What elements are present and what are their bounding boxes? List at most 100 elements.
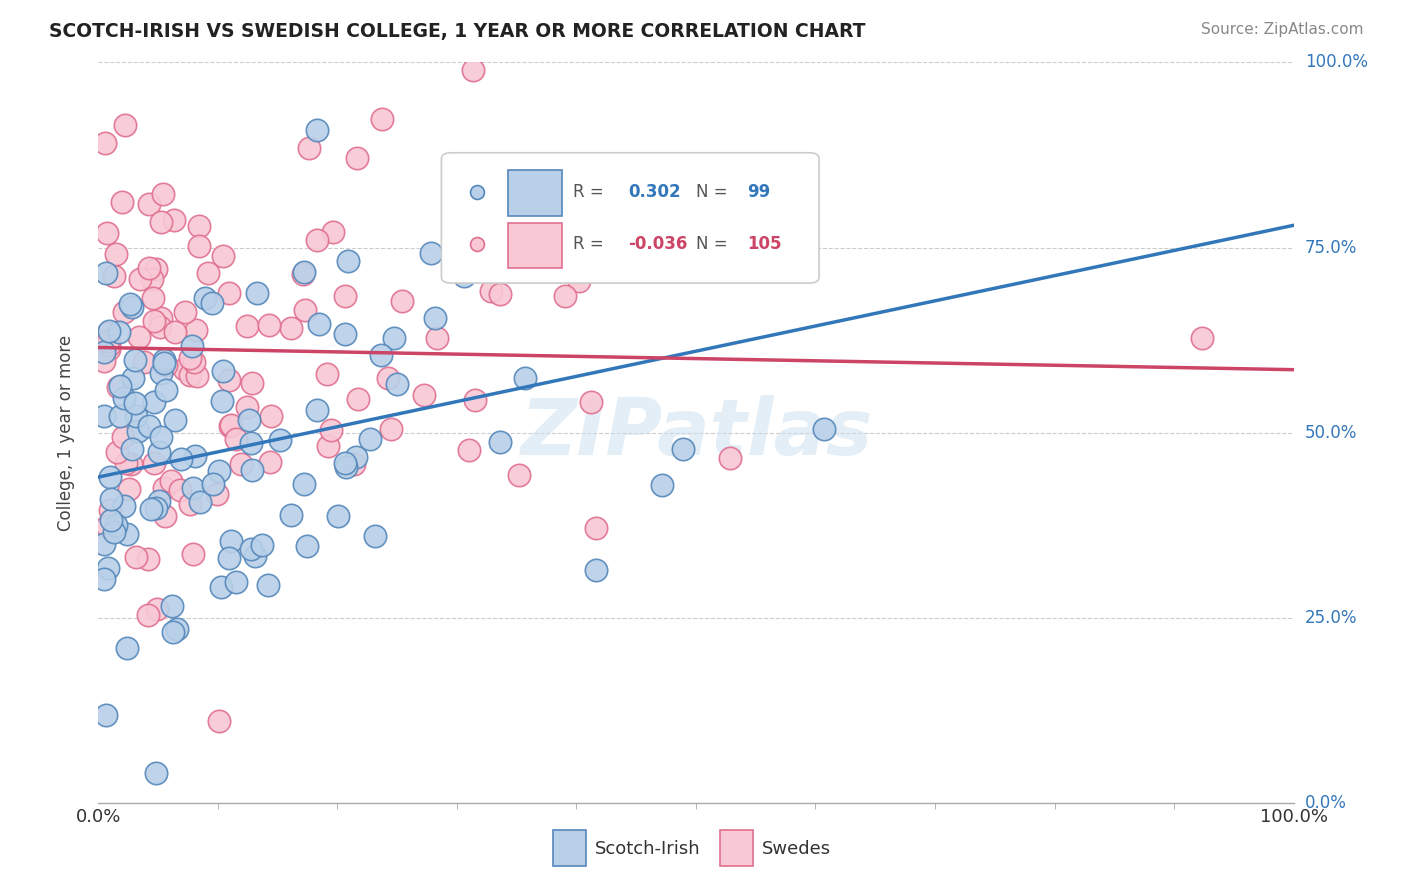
Point [219, 418, 242, 433]
Point [103, 525, 125, 540]
Point [96, 227, 118, 241]
Point [129, 272, 152, 286]
Point [453, 268, 475, 283]
Point [138, 260, 160, 275]
Point [155, 383, 177, 397]
Point [179, 368, 201, 383]
Point [229, 457, 252, 471]
Point [205, 487, 228, 501]
Point [316, 367, 339, 381]
Point [146, 602, 169, 616]
Point [149, 366, 172, 380]
Point [212, 364, 235, 378]
Point [344, 450, 367, 464]
Point [239, 542, 262, 557]
Text: 25.0%: 25.0% [1305, 608, 1357, 627]
Point [218, 373, 240, 387]
Point [111, 430, 134, 444]
Point [333, 289, 356, 303]
Point [155, 358, 177, 372]
Point [225, 432, 247, 446]
Point [153, 508, 176, 523]
Point [585, 521, 607, 535]
Point [188, 219, 211, 233]
Y-axis label: College, 1 year or more: College, 1 year or more [56, 334, 75, 531]
Text: R =: R = [572, 235, 609, 253]
Text: N =: N = [696, 235, 733, 253]
Point [162, 599, 184, 614]
Point [489, 435, 512, 450]
Point [188, 239, 211, 253]
Point [115, 527, 138, 541]
Point [115, 641, 138, 656]
Point [333, 326, 356, 341]
Point [464, 226, 486, 240]
Point [112, 305, 135, 319]
Point [382, 331, 405, 345]
Point [465, 185, 488, 199]
Point [322, 225, 344, 239]
Text: 0.302: 0.302 [628, 183, 681, 201]
Point [152, 186, 174, 201]
Point [118, 482, 141, 496]
Point [149, 430, 172, 444]
Point [364, 529, 387, 543]
FancyBboxPatch shape [509, 222, 562, 268]
Point [93, 345, 115, 359]
Point [141, 502, 163, 516]
Point [337, 253, 360, 268]
Point [673, 210, 696, 224]
Point [218, 285, 240, 300]
Point [585, 564, 607, 578]
Text: 99: 99 [748, 183, 770, 201]
Point [96, 334, 118, 348]
Point [260, 409, 283, 424]
Point [219, 418, 242, 433]
Point [479, 284, 502, 298]
Point [335, 457, 357, 471]
Point [208, 464, 231, 478]
Point [180, 339, 202, 353]
Point [149, 320, 172, 334]
Point [359, 432, 381, 446]
Point [240, 463, 263, 477]
Point [103, 269, 125, 284]
Text: 75.0%: 75.0% [1305, 238, 1357, 257]
FancyBboxPatch shape [441, 153, 820, 283]
Point [377, 371, 399, 385]
Point [370, 348, 392, 362]
Point [134, 354, 156, 368]
Point [508, 467, 530, 482]
Point [387, 376, 409, 391]
Point [150, 310, 173, 325]
Text: Swedes: Swedes [762, 839, 831, 858]
Point [225, 574, 247, 589]
Text: 0.0%: 0.0% [1305, 794, 1347, 812]
Point [93, 354, 115, 368]
Point [93, 572, 115, 586]
Point [346, 151, 368, 165]
Point [162, 625, 184, 640]
Point [259, 455, 281, 469]
Point [125, 550, 148, 565]
Point [142, 291, 165, 305]
Point [219, 534, 242, 549]
Point [420, 246, 443, 260]
Text: N =: N = [696, 183, 733, 201]
Point [557, 204, 579, 219]
Point [240, 376, 263, 391]
Point [426, 331, 449, 345]
Point [464, 392, 486, 407]
Point [169, 483, 191, 498]
Point [211, 393, 233, 408]
Point [591, 240, 613, 254]
Point [326, 508, 349, 523]
Point [93, 136, 115, 151]
Point [98, 342, 121, 356]
Point [148, 494, 170, 508]
Point [238, 413, 260, 427]
Point [142, 314, 165, 328]
Point [97, 338, 120, 352]
Point [335, 460, 357, 475]
Point [98, 324, 121, 338]
